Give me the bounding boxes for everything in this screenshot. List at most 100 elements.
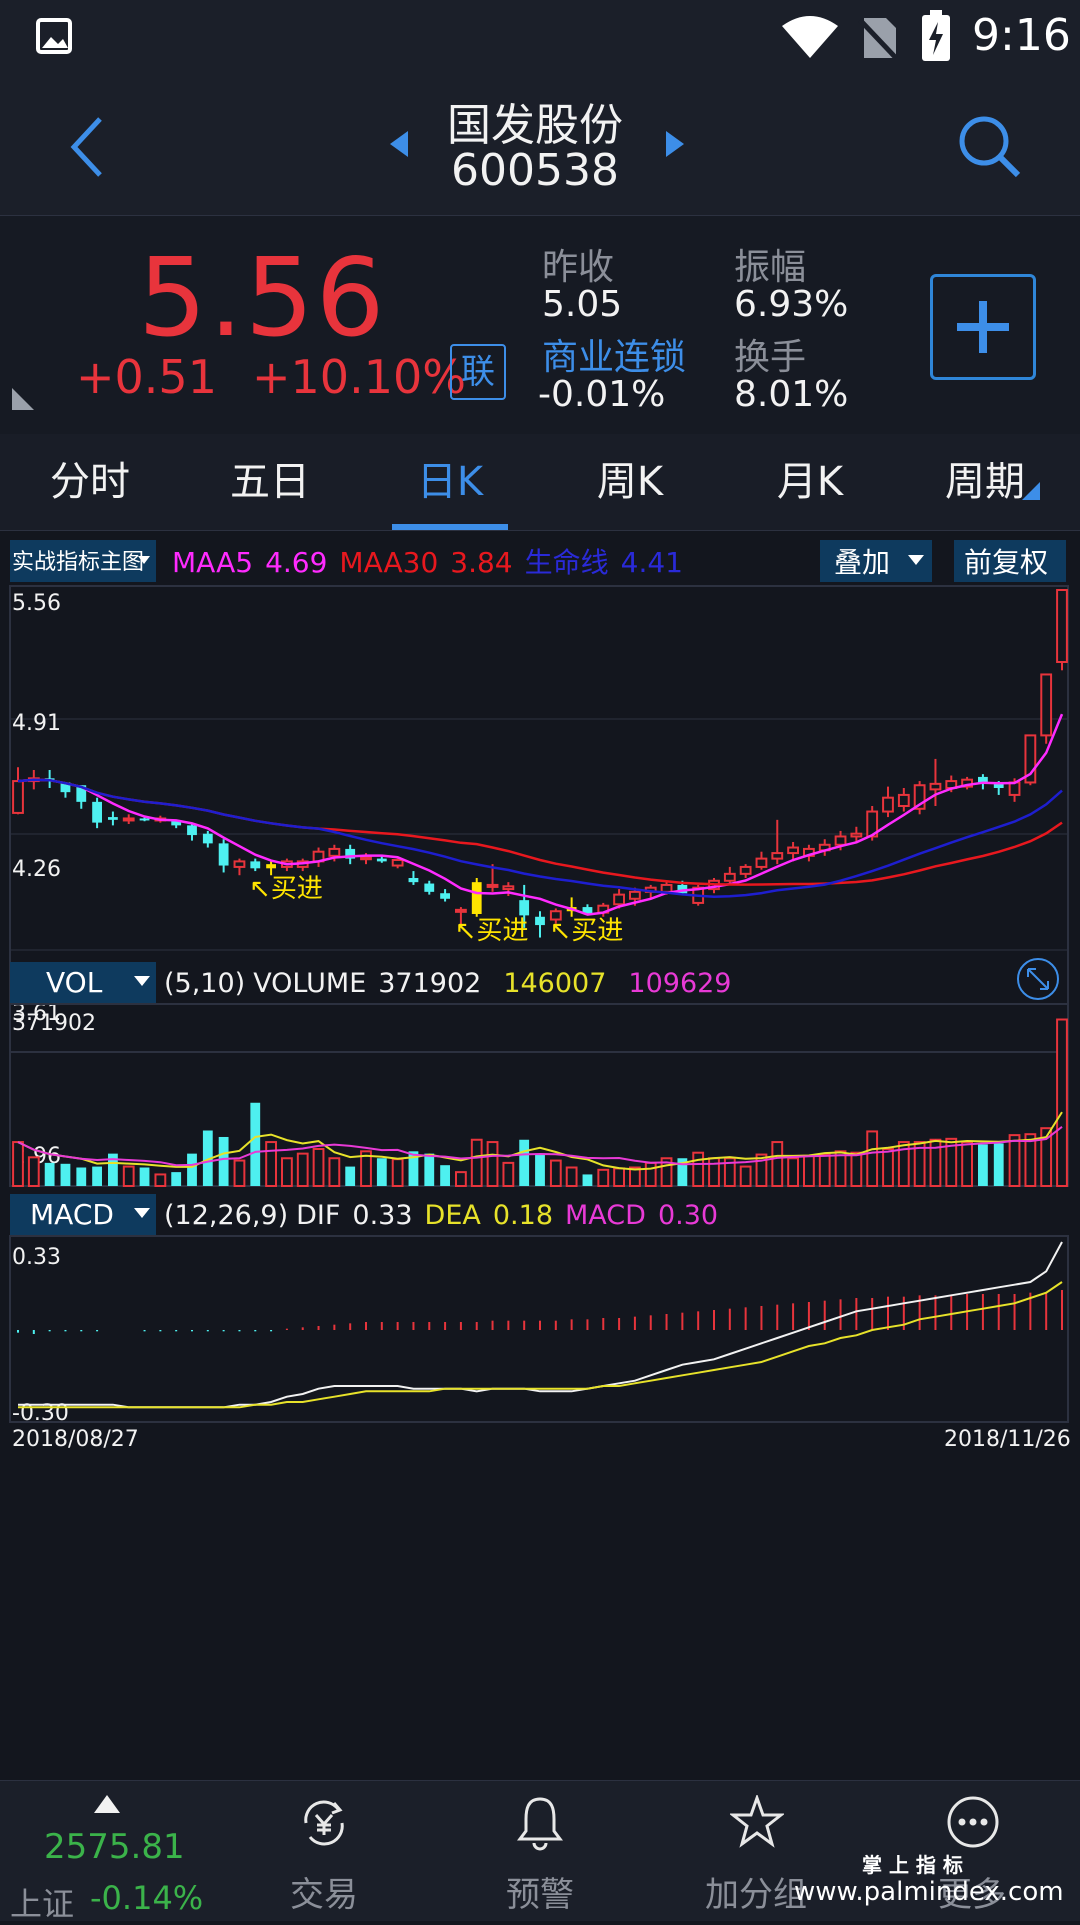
candle-body (202, 833, 213, 844)
end-date: 2018/11/26 (944, 1427, 1071, 1452)
volume-bar (629, 1166, 641, 1187)
sector-change: -0.01% (538, 374, 666, 415)
candlestick-series (12, 589, 1068, 938)
volume-bar (187, 1153, 197, 1186)
price-panel-frame (9, 585, 1069, 1053)
candle-body (60, 782, 71, 793)
tab-monthly-k[interactable]: 月K (776, 459, 844, 505)
price-tick: 4.91 (12, 711, 61, 736)
indicator-select[interactable] (10, 540, 156, 582)
link-badge[interactable]: 联 (450, 344, 506, 400)
volume-max-tick: 371902 (12, 1011, 96, 1036)
buy-signal-label: ↖买进 (249, 874, 323, 904)
expand-panel-icon[interactable] (1017, 958, 1059, 1000)
stock-code: 600538 (451, 145, 619, 196)
candle-body (739, 865, 752, 875)
expand-arrows-icon (1027, 968, 1049, 990)
candle-body (440, 893, 450, 899)
volume-bar (154, 1173, 167, 1187)
tab-daily-k[interactable]: 日K (416, 459, 484, 505)
indicator-select-label: 实战指标主图 (12, 550, 144, 575)
vol-ma5: 146007 (503, 968, 606, 999)
volume-bar (519, 1139, 530, 1186)
candle-body (850, 832, 863, 838)
overlay-dropdown-icon (908, 555, 924, 565)
volume-bar (929, 1138, 942, 1188)
price-change-pct: +10.10% (252, 350, 466, 404)
volume-bar (312, 1148, 325, 1187)
candle-body (502, 885, 515, 891)
volume-bar (1024, 1133, 1037, 1188)
vol-label: VOLUME (253, 968, 366, 999)
tab-intraday[interactable]: 分时 (50, 459, 130, 505)
volume-bar (139, 1167, 150, 1186)
volume-bar (250, 1102, 261, 1186)
volume-bar (723, 1157, 736, 1187)
sector-link[interactable]: 商业连锁 (542, 337, 687, 378)
macd-params: (12,26,9) (164, 1200, 288, 1231)
volume-bar (613, 1167, 625, 1187)
candle-body (897, 793, 910, 807)
candle-body (139, 818, 150, 821)
vol-select[interactable] (10, 962, 156, 1004)
volume-bar (171, 1172, 182, 1186)
tab-period[interactable]: 周期 (900, 434, 1070, 530)
volume-bar (76, 1167, 87, 1186)
more-icon (947, 1796, 999, 1848)
macd-panel-frame (9, 1235, 1069, 1423)
clock: 9:16 (972, 10, 1071, 61)
moving-average-lines (17, 713, 1064, 916)
no-sim-icon (858, 18, 898, 60)
tab-five-day[interactable]: 五日 (230, 459, 310, 505)
adjust-select[interactable] (954, 540, 1066, 582)
candle-body (218, 843, 229, 866)
candle-body (486, 883, 499, 888)
volume-bar (850, 1151, 863, 1188)
search-icon[interactable] (956, 113, 1022, 179)
candle-body (834, 835, 847, 846)
period-dropdown-icon (1022, 482, 1040, 500)
turnover-value: 8.01% (734, 374, 849, 415)
price-change: +0.51 (76, 350, 217, 404)
period-tabs: 分时 五日 日K 周K 月K 周期 (0, 434, 1080, 531)
volume-bar (961, 1141, 973, 1188)
volume-bar (27, 1156, 40, 1188)
volume-bar (803, 1154, 815, 1187)
volume-ma10-line (17, 1126, 1063, 1167)
volume-bar (44, 1162, 55, 1186)
candle-body (660, 883, 673, 893)
chart-area[interactable]: 实战指标主图 MAA5 4.69 MAA30 3.84 生命线 4.41 叠加 前复权 5… (0, 530, 1080, 1780)
macd-label: MACD (565, 1200, 646, 1231)
nav-more-label: 更多 (938, 1875, 1006, 1915)
volume-bar (834, 1150, 847, 1187)
prev-stock-icon[interactable] (388, 129, 410, 159)
volume-bar (218, 1136, 229, 1186)
volume-bar (440, 1165, 450, 1186)
volume-bar (866, 1130, 879, 1188)
back-icon[interactable] (66, 113, 110, 181)
nav-more[interactable]: 更多 (872, 1781, 1072, 1921)
nav-trade-label: 交易 (290, 1875, 358, 1915)
start-date: 2018/08/27 (12, 1427, 139, 1452)
dif-label: DIF (296, 1200, 340, 1231)
stock-header: 国发股份 600538 (0, 75, 1080, 216)
nav-trade[interactable]: 交易 (224, 1781, 424, 1921)
candle-body (1040, 673, 1053, 737)
macd-select[interactable] (10, 1194, 156, 1236)
tab-weekly-k[interactable]: 周K (596, 459, 664, 505)
add-watchlist-button[interactable] (930, 274, 1036, 380)
index-ticker[interactable]: 2575.81 上证 -0.14% (0, 1781, 216, 1923)
index-change: -0.14% (90, 1879, 204, 1917)
nav-alert[interactable]: 预警 (440, 1781, 640, 1921)
buy-signal-label: ↖买进 (455, 916, 529, 946)
candle-body (250, 861, 261, 869)
nav-add-group[interactable]: 加分组 (656, 1781, 856, 1921)
star-icon (730, 1795, 784, 1848)
candle-body (76, 785, 87, 802)
candle-body (613, 893, 625, 906)
dea-label: DEA (425, 1200, 482, 1231)
next-stock-icon[interactable] (664, 129, 686, 159)
candle-body (549, 910, 562, 921)
expand-corner-icon[interactable] (10, 386, 36, 412)
price-tick: 3.61 (12, 1001, 61, 1026)
